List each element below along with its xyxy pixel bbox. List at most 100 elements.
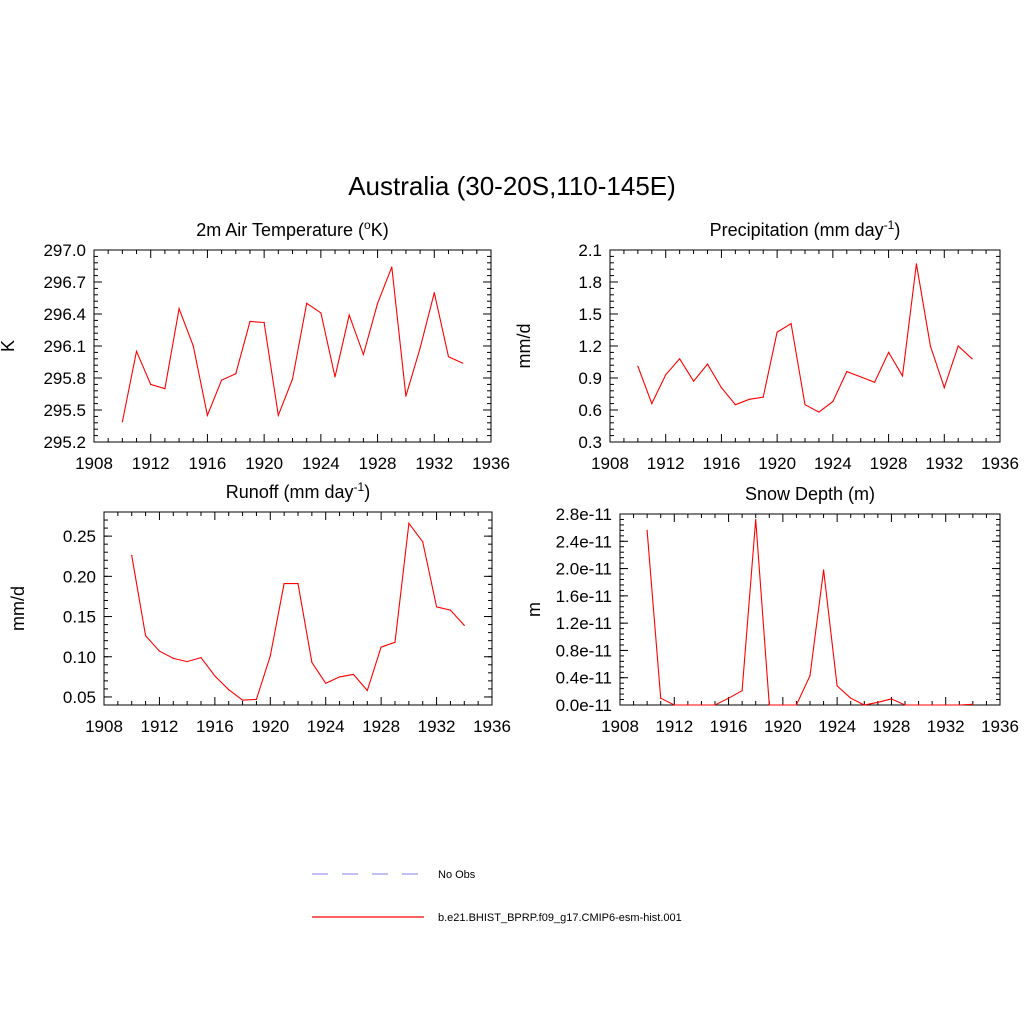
data-point [376, 302, 379, 304]
data-point [958, 704, 960, 706]
y-tick-label: 0.05 [63, 688, 96, 707]
data-point [790, 323, 792, 325]
data-point [846, 371, 848, 373]
series-line [121, 266, 463, 422]
x-tick-label: 1924 [818, 717, 856, 736]
y-tick-label: 1.5 [578, 305, 602, 324]
y-tick-label: 0.10 [63, 648, 96, 667]
x-tick-label: 1920 [758, 454, 796, 473]
data-point [860, 376, 862, 378]
x-tick-label: 1920 [251, 717, 289, 736]
data-point [943, 387, 945, 389]
data-point [214, 675, 216, 677]
panel-2: 1908 1912 1916 1920 1924 1928 1932 1936 0.3 0.6 0.… [514, 218, 1019, 473]
x-tick-label: 1928 [362, 717, 400, 736]
y-tick-label: 295.8 [43, 369, 86, 388]
data-point [673, 704, 675, 706]
y-tick-label: 296.7 [43, 273, 86, 292]
panels: 1908 1912 1916 1920 1924 1928 1932 1936 295.2 295… [0, 218, 1019, 736]
x-tick-label: 1928 [359, 454, 397, 473]
y-axis-label: mm/d [8, 586, 28, 631]
data-point [447, 356, 450, 358]
series-line [646, 519, 973, 706]
y-tick-label: 296.4 [43, 305, 86, 324]
y-tick-label: 2.0e-11 [556, 560, 612, 579]
x-tick-label: 1936 [981, 717, 1019, 736]
data-point [297, 582, 299, 585]
y-tick-label: 295.5 [43, 401, 86, 420]
data-point [692, 380, 695, 382]
data-point [462, 362, 464, 364]
data-point [150, 383, 152, 385]
data-point [172, 657, 174, 659]
data-point [776, 331, 778, 333]
plot-frame [103, 511, 493, 706]
data-point [269, 655, 271, 657]
data-point [637, 365, 639, 367]
data-point [362, 353, 364, 356]
data-point [186, 660, 188, 663]
x-tick-label: 1912 [132, 454, 170, 473]
x-tick-label: 1912 [655, 717, 693, 736]
data-point [306, 302, 308, 304]
data-point [144, 635, 147, 637]
data-point [972, 703, 974, 705]
x-tick-label: 1924 [307, 717, 345, 736]
data-point [241, 699, 244, 701]
x-tick-label: 1932 [415, 454, 453, 473]
x-tick-label: 1932 [927, 717, 965, 736]
y-axis-label: m [524, 602, 544, 617]
data-point [449, 609, 452, 611]
plot-frame [93, 249, 492, 443]
x-tick-label: 1912 [647, 454, 685, 473]
data-point [832, 400, 834, 403]
x-tick-label: 1916 [196, 717, 234, 736]
x-tick-label: 1916 [710, 717, 748, 736]
y-axis-label: mm/d [514, 324, 534, 369]
y-tick-label: 0.15 [63, 608, 96, 627]
data-point [874, 381, 876, 383]
data-point [700, 704, 703, 706]
data-point [931, 704, 933, 706]
x-tick-label: 1928 [870, 454, 908, 473]
data-point [463, 624, 465, 626]
data-point [283, 582, 285, 585]
x-tick-label: 1908 [601, 717, 639, 736]
figure-title: Australia (30-20S,110-145E) [348, 171, 676, 201]
y-tick-label: 1.8 [578, 273, 602, 292]
data-point [433, 292, 435, 294]
data-point [727, 697, 730, 699]
y-tick-label: 0.9 [578, 369, 602, 388]
data-point [651, 403, 653, 405]
y-tick-label: 2.8e-11 [556, 505, 612, 524]
data-point [741, 690, 743, 692]
y-tick-label: 0.6 [578, 401, 602, 420]
y-tick-label: 0.3 [578, 433, 602, 452]
data-point [901, 375, 904, 377]
data-point [419, 347, 421, 349]
data-point [192, 345, 194, 347]
data-point [714, 704, 716, 706]
data-point [818, 411, 820, 413]
panel-title: Runoff (mm day-1) [226, 480, 370, 502]
data-point [320, 312, 322, 314]
data-point [782, 704, 784, 706]
data-point [178, 308, 180, 310]
x-tick-label: 1908 [85, 717, 123, 736]
data-point [957, 345, 959, 347]
data-point [405, 395, 407, 397]
y-tick-label: 297.0 [43, 241, 86, 260]
data-point [660, 697, 662, 699]
data-point [646, 529, 648, 531]
data-point [235, 373, 237, 375]
data-point [422, 541, 424, 543]
data-point [679, 358, 681, 360]
x-tick-label: 1908 [591, 454, 629, 473]
y-tick-label: 296.1 [43, 337, 86, 356]
y-tick-label: 295.2 [43, 433, 86, 452]
y-tick-label: 0.20 [63, 567, 96, 586]
data-point [904, 704, 906, 706]
data-point [917, 704, 920, 706]
y-tick-label: 2.4e-11 [556, 532, 612, 551]
